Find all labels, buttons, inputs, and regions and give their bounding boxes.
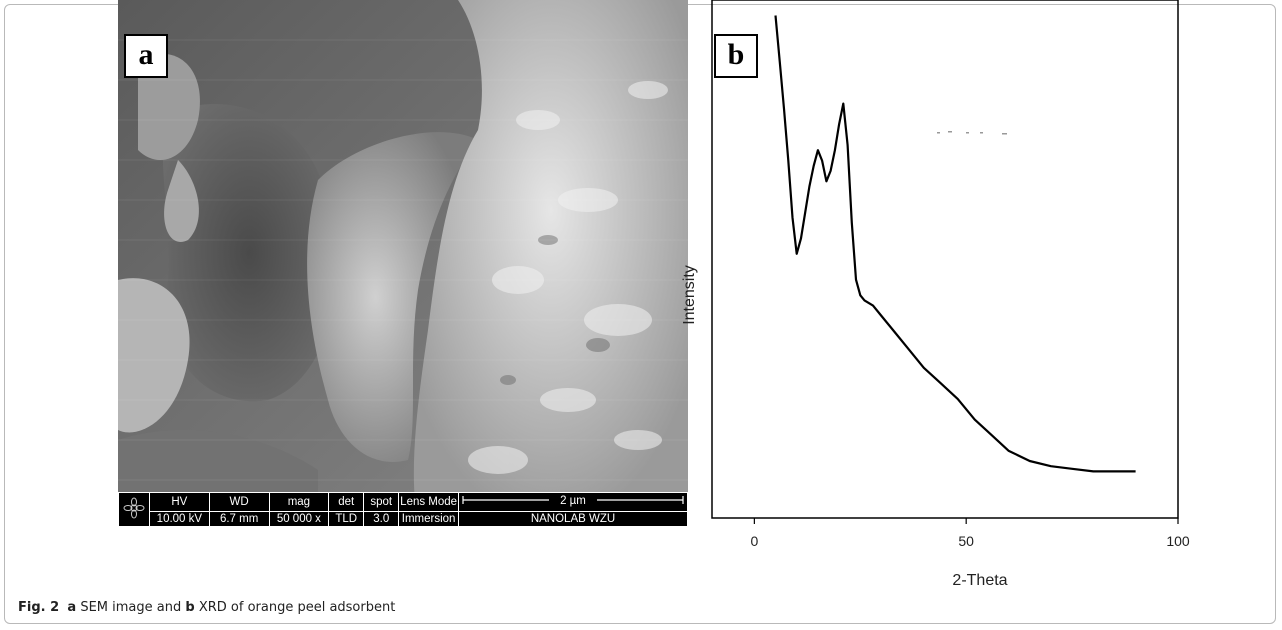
databar-header-spot: spot xyxy=(363,492,400,512)
scale-bar-graphic: 2 µm xyxy=(462,493,684,507)
databar-value-lens-mode: Immersion xyxy=(398,511,459,527)
scale-bar: 2 µm xyxy=(458,492,688,512)
plot-area-frame xyxy=(711,0,1179,519)
scale-bar-label: 2 µm xyxy=(560,495,586,507)
databar-value-spot: 3.0 xyxy=(363,511,400,527)
caption-part-a: a xyxy=(67,600,77,615)
panel-a-label: a xyxy=(124,34,168,78)
sem-databar: HV WD mag det spot Lens Mode 2 µm 10.00 … xyxy=(118,492,688,527)
databar-header-det: det xyxy=(328,492,365,512)
databar-header-lens-mode: Lens Mode xyxy=(398,492,459,512)
y-axis-label: Intensity xyxy=(681,265,698,325)
databar-value-hv: 10.00 kV xyxy=(149,511,210,527)
databar-lab-name: NANOLAB WZU xyxy=(458,511,688,527)
x-tick-label: 0 xyxy=(750,533,758,549)
panel-b-label: b xyxy=(714,34,758,78)
databar-value-mag: 50 000 x xyxy=(268,511,330,527)
databar-value-det: TLD xyxy=(328,511,365,527)
lab-logo-glyph xyxy=(123,497,145,518)
databar-header-mag: mag xyxy=(268,492,330,512)
databar-header-wd: WD xyxy=(208,492,270,512)
databar-value-wd: 6.7 mm xyxy=(208,511,270,527)
databar-header-hv: HV xyxy=(149,492,210,512)
sem-image xyxy=(118,0,688,526)
x-axis-label: 2-Theta xyxy=(952,572,1007,589)
figure-caption: Fig. 2 a SEM image and b XRD of orange p… xyxy=(18,600,395,615)
x-tick-label: 100 xyxy=(1166,533,1190,549)
x-tick-label: 50 xyxy=(958,533,974,549)
caption-part-b: b xyxy=(185,600,195,615)
xrd-series xyxy=(774,15,1136,473)
caption-text-b: XRD of orange peel adsorbent xyxy=(194,600,396,615)
x-axis-ticks: 0 50 100 xyxy=(750,518,1190,549)
plot-specks xyxy=(937,131,1007,135)
lab-logo-icon xyxy=(118,492,150,527)
xrd-panel: 0 50 100 2-Theta Intensity b xyxy=(680,0,1280,600)
caption-fig-label: Fig. 2 xyxy=(18,600,60,615)
xrd-chart: 0 50 100 2-Theta Intensity xyxy=(681,0,1190,589)
caption-text-a: SEM image and xyxy=(76,600,186,615)
xrd-line xyxy=(774,15,1136,473)
sem-micrograph xyxy=(118,0,688,526)
